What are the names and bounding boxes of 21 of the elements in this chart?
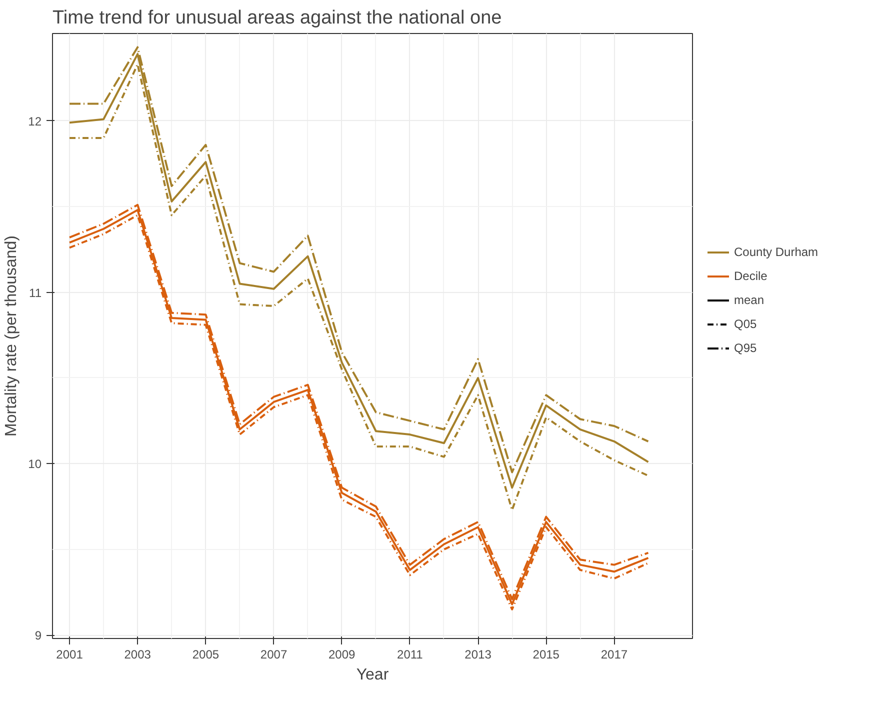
x-tick-label: 2003 xyxy=(124,648,152,662)
x-tick-label: 2001 xyxy=(56,648,84,662)
x-tick-label: 2005 xyxy=(192,648,220,662)
y-axis-title: Mortality rate (per thousand) xyxy=(3,236,20,436)
text: mean xyxy=(734,293,764,308)
chart-title: Time trend for unusual areas against the national one xyxy=(52,8,502,28)
x-tick-label: 2007 xyxy=(260,648,288,662)
x-tick-label: 2015 xyxy=(532,648,560,662)
x-axis-title: Year xyxy=(356,666,390,684)
y-tick-label: 12 xyxy=(28,114,42,128)
y-tick-label: 11 xyxy=(29,286,42,300)
text: Q95 xyxy=(734,341,757,356)
x-tick-label: 2009 xyxy=(328,648,356,662)
legend-label: County Durham xyxy=(734,245,818,260)
x-tick-label: 2017 xyxy=(600,648,628,662)
legend-label: Decile xyxy=(734,269,768,284)
y-tick-label: 9 xyxy=(34,628,42,643)
text: Q05 xyxy=(734,317,757,332)
x-tick-label: 2013 xyxy=(464,648,492,662)
y-tick-label: 10 xyxy=(28,457,42,472)
x-tick-label: 2011 xyxy=(397,648,424,662)
